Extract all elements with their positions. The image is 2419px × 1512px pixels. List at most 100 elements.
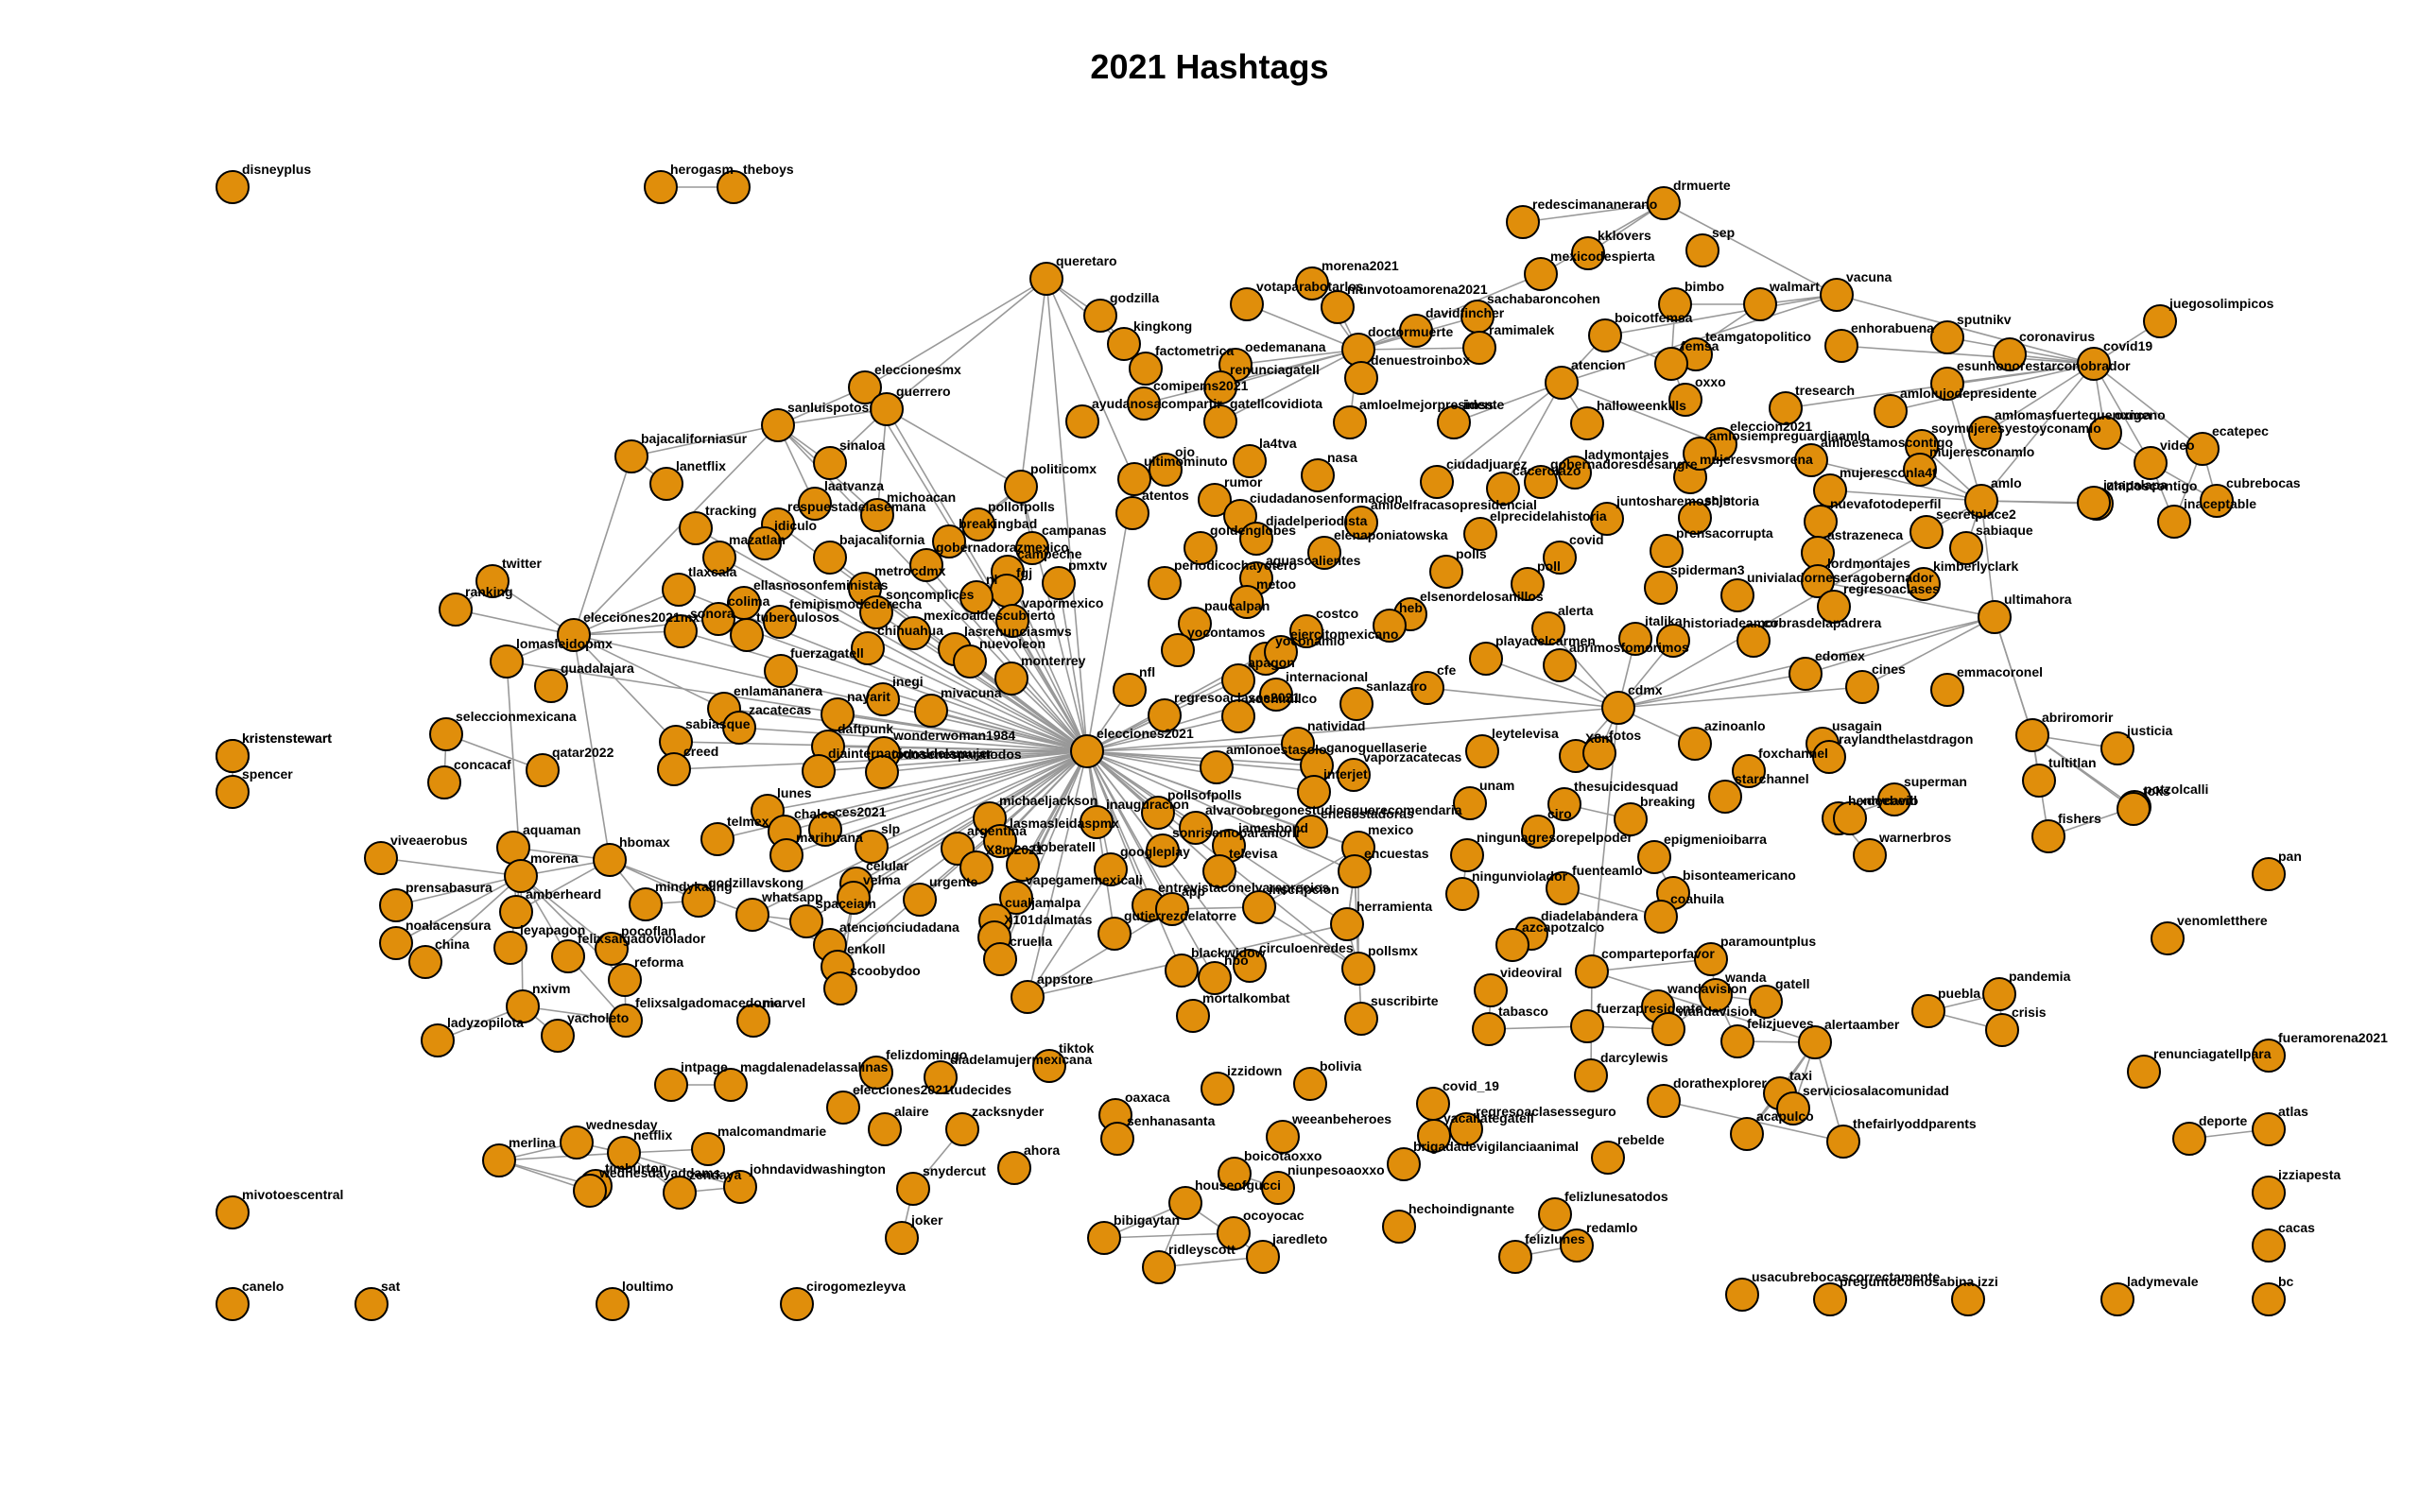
node-label: cubrebocas [2226,475,2301,490]
node-azinoanlo [1678,727,1712,761]
node-label: poll [1537,558,1561,574]
node-label: gobernadoresdesangre [1550,456,1698,472]
node-guadalajara [534,669,568,703]
node-label: circuloenredes [1259,940,1354,955]
edge [2031,734,2134,810]
node-preguntocomosabina [1813,1282,1847,1316]
node-label: comipems2021 [1153,378,1249,393]
node-politicomx [1004,470,1038,504]
node-godzilla [1083,299,1117,333]
node-sonora [664,614,698,648]
node-hbo [1198,961,1232,995]
edge [1103,1232,1235,1239]
page-title: 2021 Hashtags [1090,47,1329,86]
edge [445,733,544,771]
node-label: fishers [2058,811,2101,826]
edge [1591,971,1816,1043]
edge [424,875,522,963]
node-unam [1453,786,1487,820]
node-alerta [1531,611,1565,645]
node-label: sep [1712,225,1735,240]
node-label: theboys [743,162,794,177]
node-label: interjet [1323,766,1368,782]
node-label: elecciones2021tudecides [853,1082,1011,1097]
node-label: drmuerte [1673,178,1731,193]
node-label: zendaya [689,1167,741,1182]
node-label: amberheard [526,886,601,902]
node-bajacaliforniasur [614,439,648,473]
node-elecciones2021mx [557,618,591,652]
edge [573,589,680,636]
node-elecciones2021tudecides [826,1091,860,1125]
node-ayudanosacompartir [1065,404,1099,438]
node-venomletthere [2151,921,2185,955]
node-label: lasrenunciasmvs [964,624,1072,639]
node-googleplay [1094,852,1128,886]
node-label: eleccion2021 [1730,419,1812,434]
node-label: atlas [2278,1104,2308,1119]
node-label: polls [1456,546,1487,561]
node-label: monterrey [1021,653,1086,668]
node-label: wanda [1724,970,1767,985]
node-sanlazaro [1339,687,1374,721]
node-ladymontajes [1558,455,1592,490]
node-label: inauguracion [1106,797,1189,812]
node-serviciosalacomunidad [1776,1091,1810,1125]
node-todosenesparatodos [865,755,899,789]
edge [1020,278,1047,488]
node-label: vapegamemexicali [1026,872,1143,887]
node-abrimosfomorimos [1543,648,1577,682]
node-vapegamemexicali [999,881,1033,915]
node-renunciagatell [1203,370,1237,404]
node-label: amlomasfuertequenunca [1995,407,2151,422]
edge [1045,278,1088,752]
node-label: rebelde [1617,1132,1665,1147]
node-label: fuerzagatell [790,645,864,661]
node-label: tiktok [1059,1040,1095,1056]
edge [1980,500,1996,618]
node-label: vaporzacatecas [1363,749,1462,765]
node-label: magdalenadelassalinas [740,1059,889,1074]
node-label: oaxaca [1125,1090,1170,1105]
node-pollsmx [1341,952,1375,986]
edge [1426,687,1619,709]
node-label: zacatecas [749,702,811,717]
node-ultimominuto [1117,462,1151,496]
node-label: wandavision [1677,1004,1757,1019]
node-label: houseofgucci [1195,1177,1281,1193]
node-la4tva [1233,444,1267,478]
node-usacubrebocascorrectamente [1725,1278,1759,1312]
node-label: sanlazaro [1366,679,1427,694]
node-darcylewis [1574,1058,1608,1092]
node-label: dorathexplorer [1673,1075,1767,1091]
node-label: mindykaling [655,879,733,894]
node-reforma [608,963,642,997]
node-acapulco [1730,1117,1764,1151]
node-wanda [1699,978,1733,1012]
node-label: senhanasanta [1127,1113,1216,1128]
node-kimberlyclark [1907,567,1941,601]
node-marvel [736,1004,770,1038]
node-tiktok [1032,1049,1066,1083]
node-label: jamesbond [1237,820,1308,835]
node-label: renunciagatellpara [2153,1046,2272,1061]
node-felizlunes [1498,1240,1532,1274]
node-redamlo [1560,1228,1594,1263]
node-label: amloelmejorpresidente [1359,397,1504,412]
node-felizdomingo [859,1056,893,1090]
edge [1027,908,1173,998]
node-fotos [1582,736,1616,770]
node-label: gatell [1775,976,1810,991]
edge [824,750,1088,831]
edge [1086,750,1183,971]
node-label: covid [1569,532,1604,547]
node-label: weeanbeheroes [1291,1111,1391,1126]
node-heb [1373,609,1407,643]
node-amlolujodepresidente [1874,394,1908,428]
node-sep [1685,233,1719,267]
edge [573,634,1088,752]
node-bibigaytan [1087,1221,1121,1255]
node-izziapesta [2252,1176,2286,1210]
node-label: emmacoronel [1957,664,2043,679]
node-pan [2252,857,2286,891]
